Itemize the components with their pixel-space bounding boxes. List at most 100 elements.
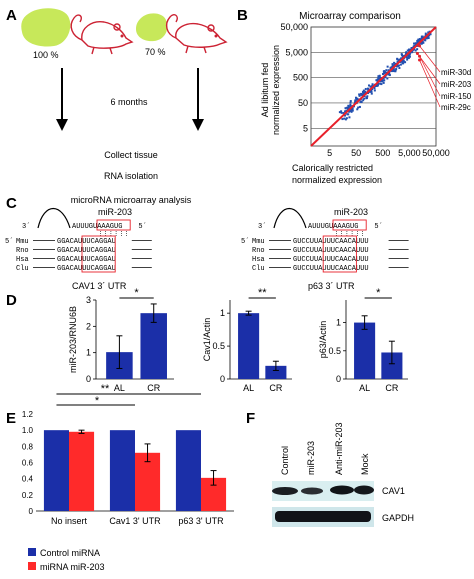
legend-swatch-mir203 (28, 562, 36, 570)
chart-b-point (420, 42, 423, 45)
chart-b-point (400, 57, 403, 60)
panel-d: D 0 1 2 3 miR-203/RNU6B AL CR * 0 0.5 1 Cav1/Actin… (6, 287, 408, 393)
chart-b-point (416, 48, 419, 51)
utr-sequence: GGACAUUUCAGGAU (57, 256, 116, 264)
blot-lane-label: Mock (360, 453, 370, 475)
bar-mir203 (135, 452, 161, 511)
chart-b-point (382, 81, 385, 84)
blot-lane-label: Anti-miR-203 (334, 422, 344, 475)
chart-b-point (358, 105, 361, 108)
chart-b-point (351, 109, 354, 112)
chart-b-ytick: 50,000 (280, 22, 308, 32)
blot-gapdh-strip (272, 507, 374, 527)
tissue-100-icon (21, 8, 71, 47)
chart-b-point (344, 107, 347, 110)
chart-b-point (349, 105, 352, 108)
seed-box (332, 219, 367, 231)
species-label: Rno (16, 247, 29, 255)
y-tick-label: 1.0 (22, 426, 34, 435)
chart-b-point (370, 89, 373, 92)
arrow-right-icon (192, 68, 204, 131)
chart-b-point (379, 77, 382, 80)
blot-lane-label: Control (280, 446, 290, 475)
percent-70-label: 70 % (145, 47, 166, 57)
chart-b-point (348, 110, 351, 113)
chart-b-point (412, 45, 415, 48)
panel-f: F Control miR-203 Anti-miR-203 Mock CAV1 GA… (246, 410, 414, 527)
chart-b-title: Microarray comparison (299, 11, 401, 22)
chart-b-point (401, 55, 404, 58)
chart-b-ylabel-line1: Ad libitum fed (260, 63, 270, 118)
chart-b-point (362, 92, 365, 95)
chart-b-point (381, 73, 384, 76)
chart-b-point (406, 56, 409, 59)
mirna-name: miR-203 (334, 207, 368, 217)
chart-b-point (390, 69, 393, 72)
chart-b-callout-line (419, 56, 441, 97)
species-label: Mmu (252, 238, 265, 246)
chart-b-ylabel: Ad libitum fed normalized expression (260, 45, 281, 135)
chart-b-callout-line (419, 45, 441, 73)
legend-swatch-control (28, 548, 36, 556)
species-label: Hsa (16, 256, 29, 264)
chart-b-point (410, 51, 413, 54)
step-microarray: microRNA microarray analysis (71, 195, 192, 205)
mirna-5prime: 5´ (138, 223, 146, 231)
panel-b: B Microarray comparison 5505005,00050,00… (237, 7, 472, 185)
y-tick-label: 0.2 (22, 491, 34, 500)
chart-b-point (362, 89, 365, 92)
chart-b-point (395, 65, 398, 68)
chart-b-point (354, 96, 357, 99)
chart-b-point (351, 107, 354, 110)
chart-b-point (405, 51, 408, 54)
chart-b-point (387, 73, 390, 76)
chart-b-point (356, 108, 359, 111)
significance-mark: * (95, 395, 100, 407)
category-label: No insert (51, 516, 88, 526)
panel-d-letter: D (6, 292, 17, 309)
chart-b-point (367, 84, 370, 87)
chart-b-point (367, 88, 370, 91)
bar (354, 322, 376, 379)
chart-b-point (382, 77, 385, 80)
chart-b-point (361, 90, 364, 93)
chart-b-point (402, 60, 405, 63)
chart-b-point (363, 91, 366, 94)
y-tick-label: 1 (336, 318, 341, 328)
chart-b-point (388, 72, 391, 75)
mirna-3prime: 3´ (22, 223, 30, 231)
chart-b-point (362, 99, 365, 102)
chart-b-point (370, 92, 373, 95)
chart-b-point (338, 111, 341, 114)
chart-b-point (373, 89, 376, 92)
chart-b-callout-line (417, 53, 441, 85)
chart-b-point (422, 41, 425, 44)
chart-b-point (345, 117, 348, 120)
chart-b-point (363, 97, 366, 100)
chart-b-point (386, 77, 389, 80)
chart-b-point (379, 80, 382, 83)
chart-b-point (380, 83, 383, 86)
y-tick-label: 0.4 (22, 475, 34, 484)
chart-b-point (356, 98, 359, 101)
chart-b-point (348, 116, 351, 119)
chart-b-point (386, 65, 389, 68)
mirna-hairpin-icon (37, 208, 71, 229)
y-tick-label: 0 (29, 507, 34, 516)
utr-5prime: 5´ (5, 238, 13, 246)
y-tick-label: 0 (220, 374, 225, 384)
utr-sequence: GUCCUUAUUUCAACAUUU (293, 256, 369, 264)
category-label: CR (385, 383, 398, 393)
y-tick-label: 1 (220, 308, 225, 318)
bar (381, 352, 403, 379)
chart-b-point (350, 108, 353, 111)
chart-b-point (421, 35, 424, 38)
mirna-3prime: 3´ (258, 223, 266, 231)
mirna-5prime: 5´ (374, 223, 382, 231)
chart-b-point (429, 33, 432, 36)
chart-b-point (427, 34, 430, 37)
chart-b-point (344, 118, 347, 121)
chart-b-point (377, 82, 380, 85)
panel-f-letter: F (246, 410, 255, 427)
